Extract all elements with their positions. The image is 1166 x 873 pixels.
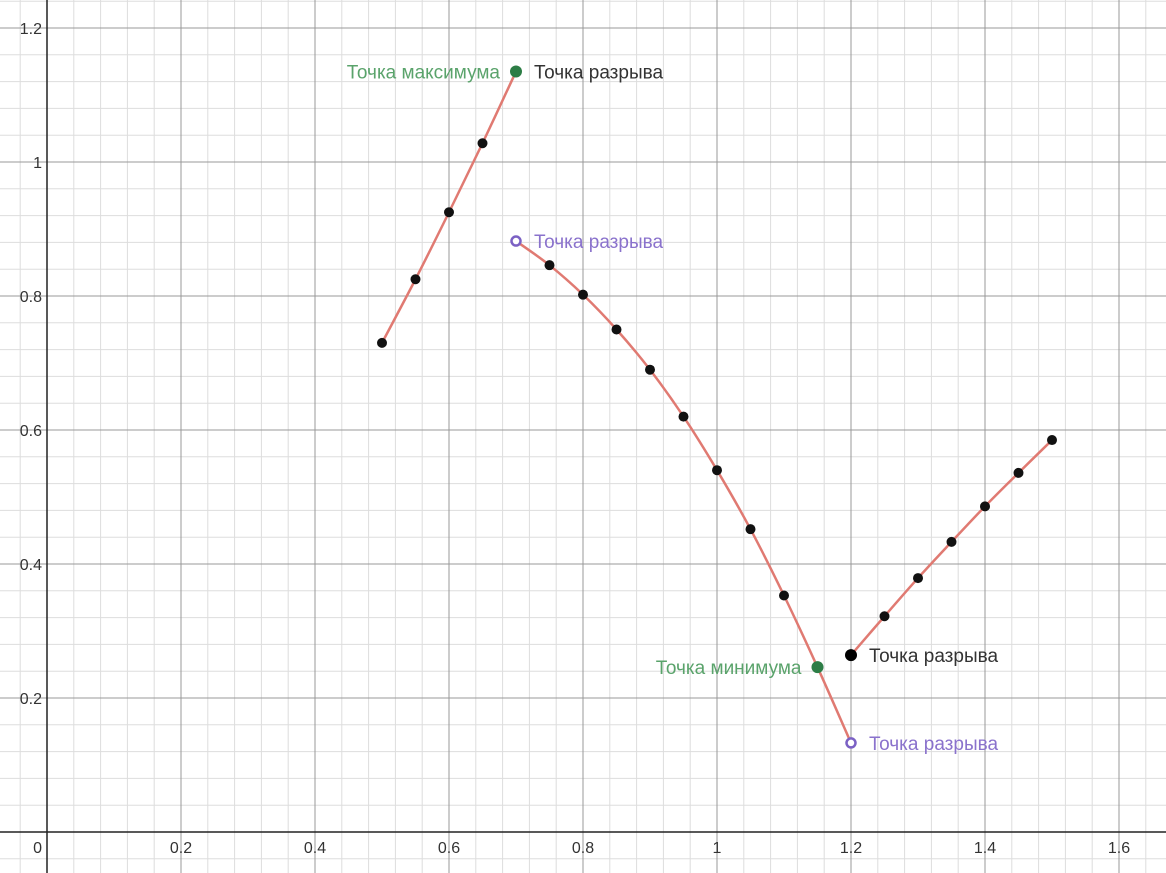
annotation-label: Точка минимума	[656, 658, 802, 679]
data-point	[1013, 467, 1024, 478]
data-point	[779, 590, 789, 601]
data-point	[578, 289, 588, 300]
data-point	[544, 260, 555, 271]
annotation-label: Точка разрыва	[869, 734, 998, 755]
data-point	[1047, 435, 1057, 446]
x-tick-label: 0.4	[304, 840, 326, 857]
y-tick-label: 0.8	[20, 289, 42, 306]
extremum-point	[510, 65, 522, 78]
curve-segment-2	[514, 239, 853, 745]
data-point	[410, 274, 421, 285]
annotation-label: Точка разрыва	[534, 232, 663, 253]
data-point	[946, 536, 957, 547]
y-tick-label: 0.4	[20, 557, 42, 574]
discontinuity-point	[845, 649, 857, 662]
data-point	[477, 138, 488, 149]
data-point	[645, 364, 655, 375]
annotations: Точка максимума Точка разрыва Точка разрыв…	[347, 63, 999, 755]
origin-label: 0	[33, 840, 42, 857]
x-tick-label: 1.6	[1108, 840, 1130, 857]
special-points	[510, 65, 857, 749]
y-tick-label: 1	[33, 155, 42, 172]
markers	[377, 138, 1057, 622]
x-tick-label: 1.2	[840, 840, 862, 857]
annotation-label: Точка разрыва	[534, 63, 663, 84]
data-point	[913, 573, 923, 584]
data-point	[980, 501, 990, 512]
annotation-label: Точка максимума	[347, 63, 501, 84]
data-point	[678, 411, 689, 422]
y-tick-label: 0.6	[20, 423, 42, 440]
x-tick-label: 1	[713, 840, 722, 857]
x-tick-label: 0.2	[170, 840, 192, 857]
open-discontinuity-point	[510, 235, 522, 247]
data-point	[712, 465, 722, 476]
data-point	[444, 207, 454, 218]
data-point	[879, 611, 890, 622]
data-point	[377, 337, 387, 348]
annotation-label: Точка разрыва	[869, 646, 998, 667]
extremum-point	[811, 661, 824, 674]
y-tick-label: 1.2	[20, 21, 42, 38]
data-point	[611, 324, 622, 335]
x-tick-label: 0.6	[438, 840, 460, 857]
data-point	[745, 524, 756, 535]
x-tick-label: 1.4	[974, 840, 996, 857]
tick-labels: 0.2 0.4 0.6 0.8 1 1.2 1.4 1.6 0.2 0.4 0.6 0.8 1 1.2 0	[20, 21, 1130, 857]
y-tick-label: 0.2	[20, 691, 42, 708]
open-discontinuity-point	[845, 737, 857, 749]
x-tick-label: 0.8	[572, 840, 594, 857]
